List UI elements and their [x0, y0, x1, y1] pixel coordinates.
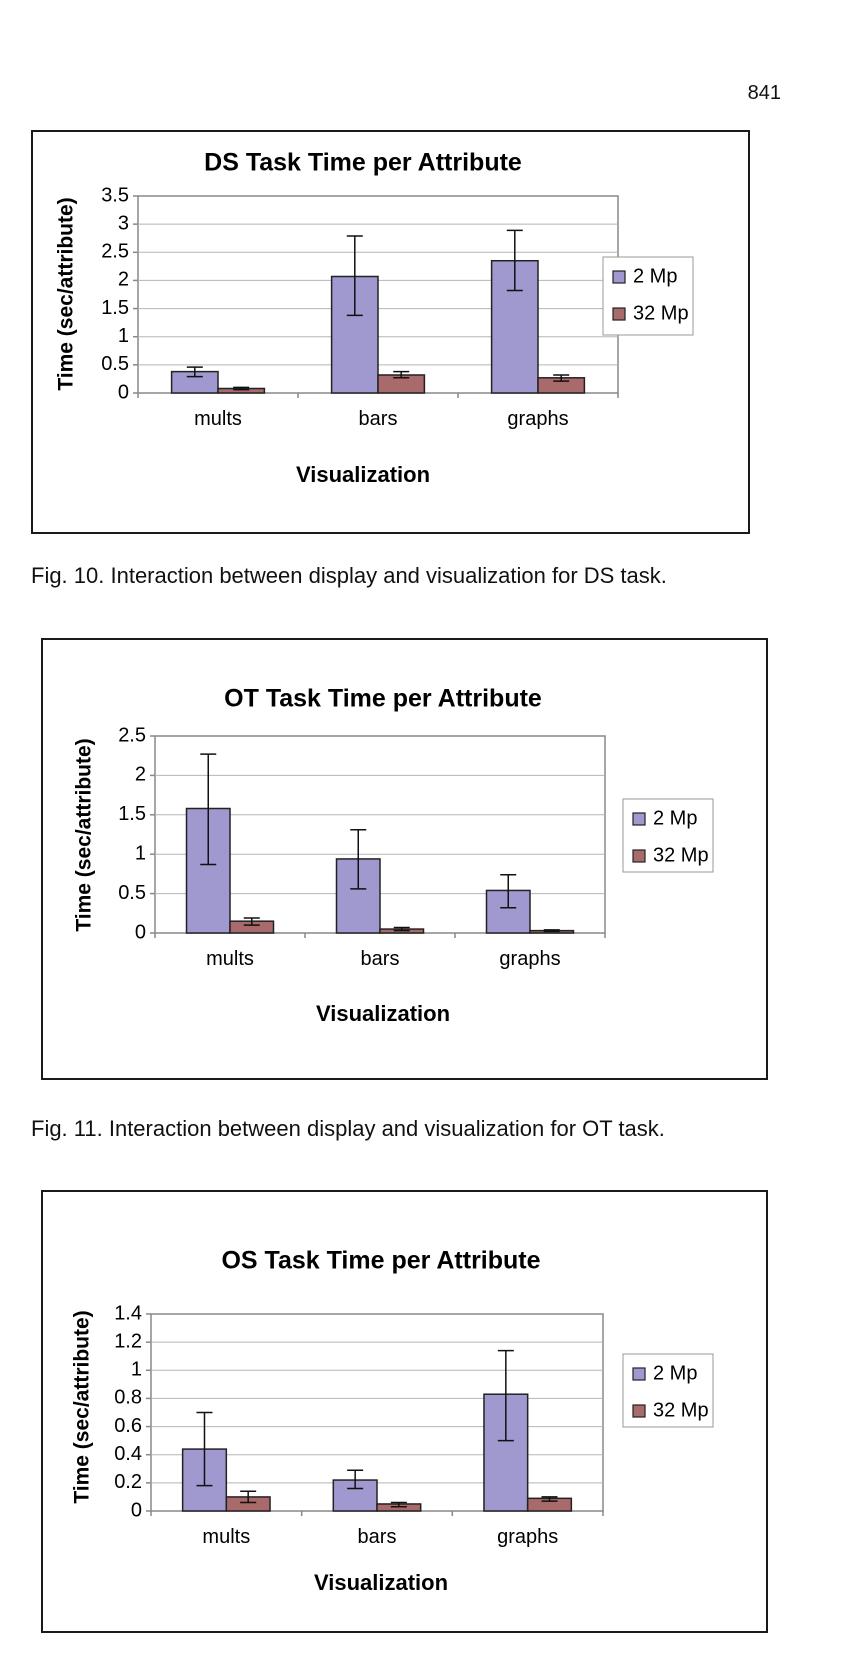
x-category-label: graphs	[497, 1526, 558, 1548]
y-tick-label: 1	[118, 325, 129, 347]
y-tick-label: 2.5	[118, 724, 146, 746]
y-tick-label: 0	[135, 921, 146, 943]
y-axis-label: Time (sec/attribute)	[73, 738, 96, 931]
figure-caption-ds: Fig. 10. Interaction between display and…	[31, 563, 667, 588]
chart-os-task: OS Task Time per Attribute 0 0.2 0.4 0.6 0.8 1…	[41, 1190, 768, 1633]
chart-ot-svg: OT Task Time per Attribute 0 0.5 1 1.5 2 2.5 mu…	[73, 685, 714, 1026]
x-category-label: mults	[202, 1526, 250, 1548]
y-tick-label: 0	[118, 381, 129, 403]
bar-2mp-bars	[330, 275, 379, 394]
page-number: 841	[747, 82, 781, 104]
legend-swatch-32mp	[612, 307, 626, 321]
legend-swatch-32mp	[632, 849, 646, 863]
chart-ot-task: OT Task Time per Attribute 0 0.5 1 1.5 2 2.5 mu…	[41, 638, 768, 1080]
y-tick-label: 3.5	[101, 184, 129, 206]
x-axis-label: Visualization	[314, 1570, 448, 1595]
y-tick-label: 1.5	[118, 803, 146, 825]
y-tick-label: 0.4	[114, 1443, 142, 1465]
y-tick-label: 0	[131, 1499, 142, 1521]
x-category-label: graphs	[499, 948, 560, 970]
legend-label-32mp: 32 Mp	[653, 1399, 709, 1421]
y-tick-label: 0.2	[114, 1471, 142, 1493]
legend-label-2mp: 2 Mp	[633, 265, 677, 287]
x-category-label: bars	[358, 1526, 397, 1548]
x-axis-label: Visualization	[296, 462, 430, 487]
y-tick-label: 1	[131, 1359, 142, 1381]
y-tick-label: 3	[118, 212, 129, 234]
x-category-label: graphs	[507, 408, 568, 430]
y-tick-label: 1	[135, 842, 146, 864]
chart-title: OS Task Time per Attribute	[221, 1247, 540, 1275]
chart-title: OT Task Time per Attribute	[224, 685, 542, 713]
legend-label-32mp: 32 Mp	[633, 302, 689, 324]
x-category-label: mults	[206, 948, 254, 970]
y-axis-label: Time (sec/attribute)	[71, 1310, 94, 1503]
legend-label-32mp: 32 Mp	[653, 844, 709, 866]
y-tick-label: 0.5	[118, 882, 146, 904]
y-tick-label: 1.2	[114, 1330, 142, 1352]
chart-ds-task: DS Task Time per Attribute 0 0.5 1 1.5 2 2.5 3 3…	[31, 130, 750, 534]
chart-title: DS Task Time per Attribute	[204, 149, 522, 177]
figure-caption-ot: Fig. 11. Interaction between display and…	[31, 1116, 665, 1141]
chart-ds-svg: DS Task Time per Attribute 0 0.5 1 1.5 2 2.5 3 3…	[55, 149, 694, 487]
y-tick-label: 0.8	[114, 1387, 142, 1409]
y-tick-label: 0.6	[114, 1415, 142, 1437]
x-category-label: bars	[359, 408, 398, 430]
x-category-label: bars	[361, 948, 400, 970]
y-tick-label: 2	[135, 764, 146, 786]
legend-label-2mp: 2 Mp	[653, 1362, 697, 1384]
legend-label-2mp: 2 Mp	[653, 807, 697, 829]
x-axis-label: Visualization	[316, 1001, 450, 1026]
y-tick-label: 1.5	[101, 297, 129, 319]
legend-swatch-2mp	[612, 270, 626, 284]
legend-swatch-2mp	[632, 812, 646, 826]
y-axis-label: Time (sec/attribute)	[55, 197, 78, 390]
legend-box	[602, 256, 694, 336]
y-tick-label: 2.5	[101, 241, 129, 263]
y-tick-label: 2	[118, 269, 129, 291]
y-tick-label: 1.4	[114, 1302, 142, 1324]
legend-swatch-2mp	[632, 1367, 646, 1381]
chart-os-svg: OS Task Time per Attribute 0 0.2 0.4 0.6 0.8 1…	[71, 1247, 714, 1595]
x-category-label: mults	[194, 408, 242, 430]
y-tick-label: 0.5	[101, 353, 129, 375]
legend-swatch-32mp	[632, 1404, 646, 1418]
